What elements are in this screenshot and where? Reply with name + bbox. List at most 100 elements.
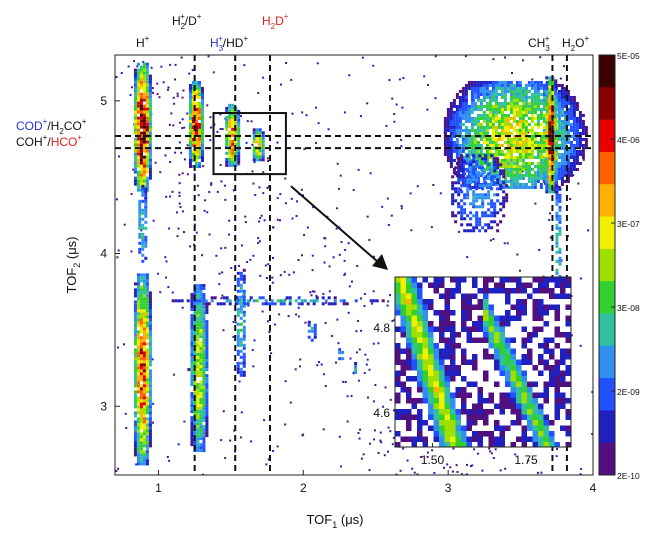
heat-cell: [139, 137, 143, 141]
heat-cell: [144, 202, 148, 206]
inset-cell: [483, 282, 489, 288]
heat-cell: [205, 320, 209, 324]
heat-cell: [521, 176, 525, 180]
heat-cell: [452, 143, 456, 147]
heat-cell: [566, 179, 570, 183]
heat-cell: [354, 364, 358, 368]
heat-cell: [479, 101, 483, 105]
inset-cell: [527, 425, 533, 431]
heat-cell: [554, 172, 558, 176]
heat-cell: [142, 393, 146, 397]
heat-cell: [569, 95, 573, 99]
heat-cell: [133, 375, 137, 379]
heat-cell: [500, 161, 504, 165]
heat-cell: [148, 330, 152, 334]
inset-cell: [532, 398, 538, 404]
heat-cell: [503, 119, 507, 123]
heat-cell: [551, 121, 555, 125]
heat-cell: [145, 185, 149, 189]
noise-pixel: [266, 277, 269, 280]
heat-cell: [202, 428, 206, 432]
heat-cell: [195, 299, 199, 303]
heat-cell: [194, 92, 198, 96]
heat-cell: [530, 80, 534, 84]
heat-cell: [196, 335, 200, 339]
inset-cell: [505, 348, 511, 354]
noise-pixel: [449, 466, 452, 469]
inset-cell: [527, 436, 533, 442]
noise-pixel: [522, 59, 525, 62]
heat-cell: [460, 208, 464, 212]
inset-cell: [466, 420, 472, 426]
inset-cell: [433, 343, 439, 349]
heat-cell: [236, 361, 240, 365]
inset-cell: [532, 299, 538, 305]
heat-cell: [136, 137, 140, 141]
inset-cell: [505, 425, 511, 431]
noise-pixel: [368, 238, 371, 241]
heat-cell: [136, 110, 140, 114]
heat-cell: [202, 332, 206, 336]
x-axis-title: TOF1 (μs): [306, 512, 363, 530]
heat-cell: [490, 226, 494, 230]
noise-pixel: [117, 249, 120, 252]
heat-cell: [490, 154, 494, 158]
heat-cell: [202, 296, 206, 300]
heat-cell: [194, 83, 198, 87]
heat-cell: [464, 113, 468, 117]
heat-cell: [133, 77, 137, 81]
heat-cell: [578, 143, 582, 147]
heat-cell: [536, 107, 540, 111]
inset-cell: [565, 354, 571, 360]
heat-cell: [488, 164, 492, 168]
label-h2-d: H2+/D+: [172, 12, 202, 31]
heat-cell: [148, 396, 152, 400]
heat-cell: [354, 370, 358, 374]
inset-cell: [395, 414, 401, 420]
heat-cell: [136, 453, 140, 457]
heat-cell: [515, 104, 519, 108]
heat-cell: [533, 140, 537, 144]
inset-cell: [444, 392, 450, 398]
heat-cell: [136, 420, 140, 424]
heat-cell: [145, 276, 149, 280]
heat-cell: [139, 330, 143, 334]
noise-pixel: [570, 334, 573, 337]
heat-cell: [239, 274, 243, 278]
inset-cell: [499, 288, 505, 294]
inset-cell: [417, 304, 423, 310]
noise-pixel: [233, 450, 236, 453]
heat-cell: [533, 176, 537, 180]
heat-cell: [136, 294, 140, 298]
heat-cell: [145, 62, 149, 66]
heat-cell: [139, 414, 143, 418]
noise-pixel: [324, 322, 327, 325]
heat-cell: [467, 83, 471, 87]
heat-cell: [236, 301, 240, 305]
noise-pixel: [426, 451, 429, 454]
heat-cell: [503, 170, 507, 174]
heat-cell: [451, 202, 455, 206]
heat-cell: [249, 296, 253, 300]
heat-cell: [449, 158, 453, 162]
heat-cell: [454, 214, 458, 218]
noise-pixel: [240, 115, 243, 118]
noise-pixel: [295, 214, 298, 217]
heat-cell: [575, 122, 579, 126]
heat-cell: [467, 173, 471, 177]
heat-cell: [555, 199, 559, 203]
heat-cell: [500, 131, 504, 135]
heat-cell: [470, 143, 474, 147]
heat-cell: [139, 402, 143, 406]
heat-cell: [142, 399, 146, 403]
heat-cell: [485, 89, 489, 93]
colorbar-segment: [599, 216, 615, 250]
heat-cell: [530, 98, 534, 102]
heat-cell: [473, 95, 477, 99]
heat-cell: [196, 347, 200, 351]
noise-pixel: [536, 471, 539, 474]
noise-pixel: [446, 463, 449, 466]
heat-cell: [464, 119, 468, 123]
heat-cell: [569, 155, 573, 159]
heat-cell: [494, 170, 498, 174]
